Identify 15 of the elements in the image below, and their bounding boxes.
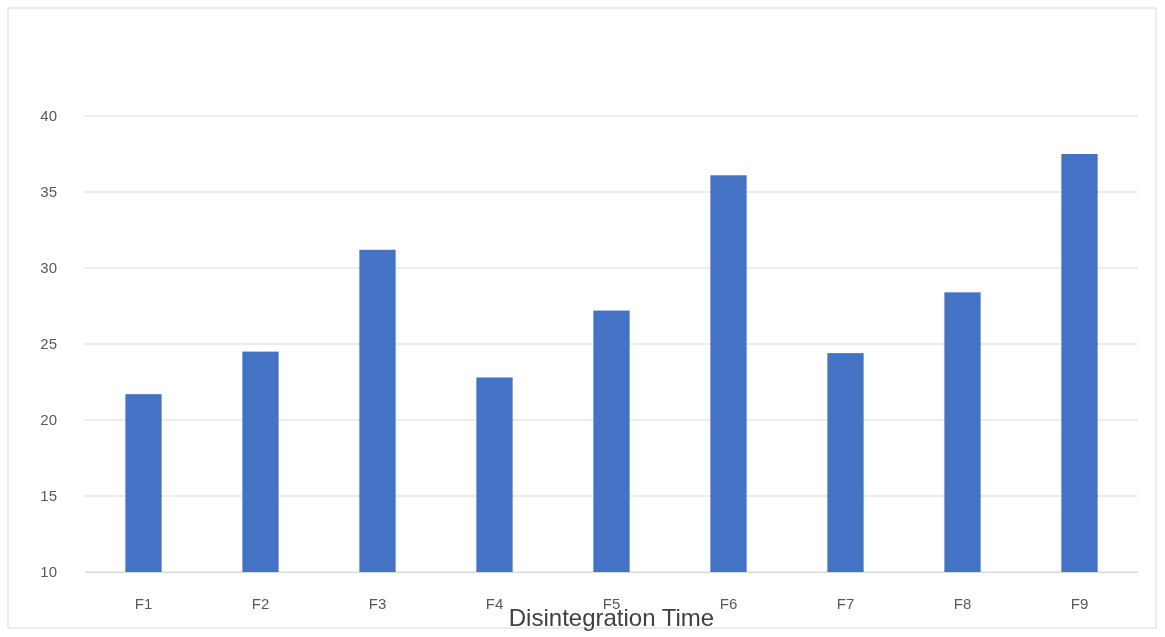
y-tick-label: 35 bbox=[40, 183, 57, 201]
x-tick-label: F6 bbox=[719, 594, 738, 612]
x-tick-label: F9 bbox=[1070, 594, 1089, 612]
x-tick-label: F4 bbox=[485, 594, 504, 612]
x-tick-label: F2 bbox=[251, 594, 270, 612]
y-tick-label: 30 bbox=[40, 259, 57, 277]
y-tick-label: 20 bbox=[40, 411, 57, 429]
y-tick-label: 15 bbox=[40, 487, 57, 505]
x-tick-label: F7 bbox=[836, 594, 855, 612]
y-tick-label: 40 bbox=[40, 107, 57, 125]
y-tick-label: 10 bbox=[40, 563, 57, 581]
x-tick-label: F8 bbox=[953, 594, 972, 612]
y-tick-label: 25 bbox=[40, 335, 57, 353]
x-tick-label: F1 bbox=[134, 594, 153, 612]
x-tick-label: F3 bbox=[368, 594, 387, 612]
